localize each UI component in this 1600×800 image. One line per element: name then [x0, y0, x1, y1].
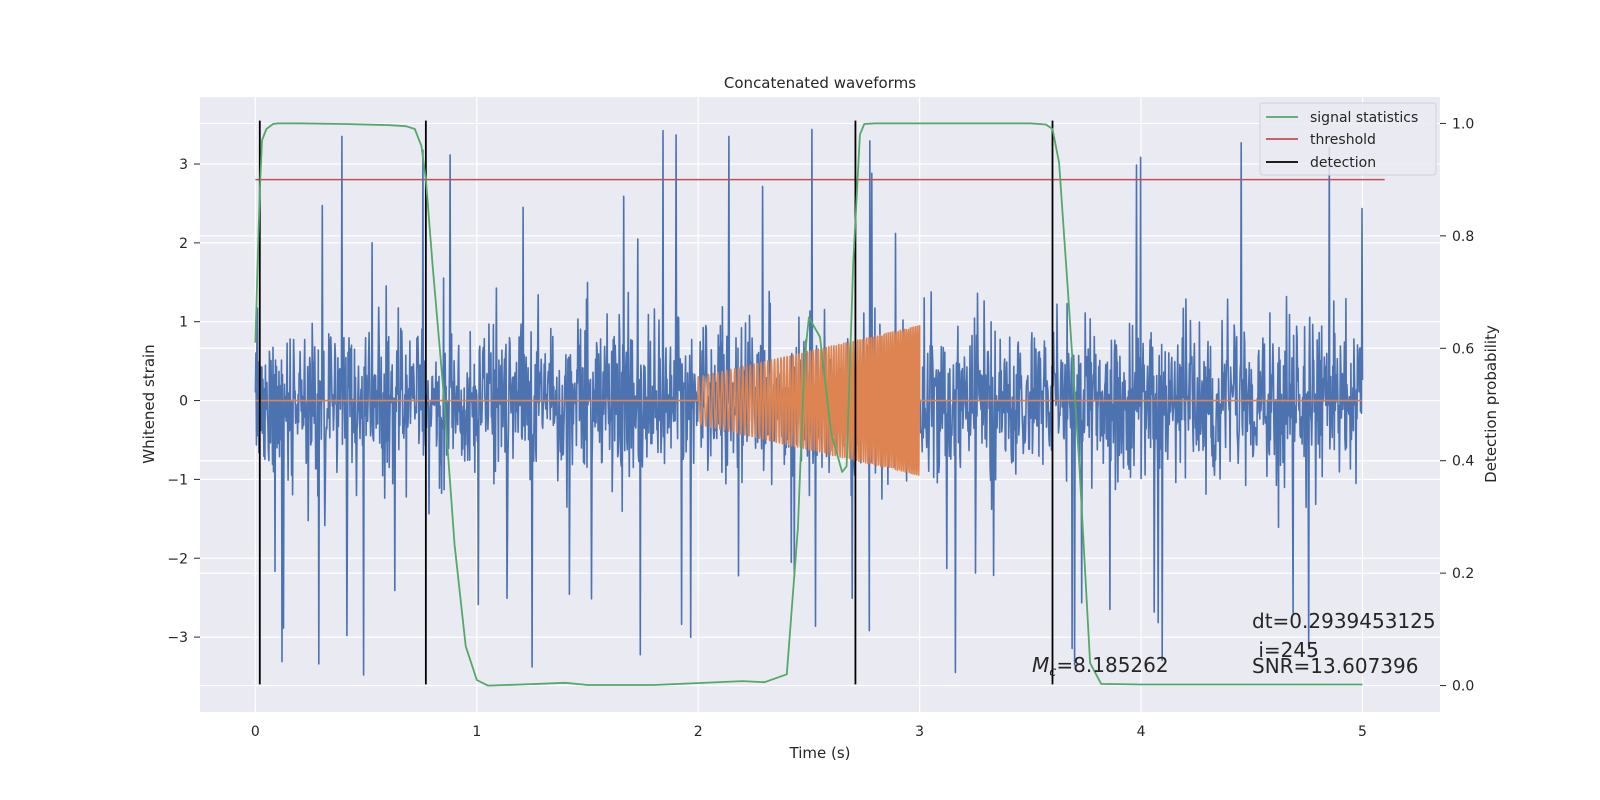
legend-box [1259, 102, 1437, 176]
y-tick-label: 1 [179, 315, 188, 331]
y2-tick-label: 0.0 [1452, 679, 1474, 695]
y2-tick-label: 0.2 [1452, 566, 1474, 582]
y-tick-label: −2 [167, 551, 188, 567]
annotation-mc-symbol: M [1032, 653, 1049, 677]
x-tick-label: 0 [251, 724, 260, 740]
y-tick-label: −3 [167, 630, 188, 646]
signal-statistics-line [254, 122, 1363, 687]
chart-title: Concatenated waveforms [724, 74, 916, 92]
series-layer [254, 120, 1385, 687]
y-tick-label: 3 [179, 157, 188, 173]
y-tick-label: 2 [179, 236, 188, 252]
legend-label-signal-statistics: signal statistics [1310, 110, 1418, 126]
y2-tick-label: 0.8 [1452, 229, 1474, 245]
x-tick-label: 2 [694, 724, 703, 740]
y-tick-label: −1 [167, 472, 188, 488]
y2-axis-label: Detection probability [1482, 325, 1500, 483]
annotation-i: i=245 [1252, 638, 1319, 662]
legend: signal statistics threshold detection [1259, 102, 1437, 176]
y2-tick-label: 0.6 [1452, 341, 1474, 357]
template-series-line [255, 324, 1363, 476]
annotations: Mc=8.185262 dt=0.2939453125 i=245 SNR=13… [1032, 609, 1436, 680]
legend-label-threshold: threshold [1310, 132, 1376, 148]
y2-tick-label: 0.4 [1452, 454, 1474, 470]
annotation-snr: SNR=13.607396 [1252, 654, 1418, 678]
y-axis-label: Whitened strain [140, 344, 158, 463]
annotation-mc-subscript: c [1049, 665, 1056, 680]
legend-label-detection: detection [1310, 155, 1376, 171]
x-tick-label: 3 [915, 724, 924, 740]
y-tick-label: 0 [179, 394, 188, 410]
y2-tick-label: 1.0 [1452, 116, 1474, 132]
x-tick-label: 4 [1137, 724, 1146, 740]
annotation-dt: dt=0.2939453125 [1252, 609, 1436, 633]
x-tick-label: 1 [472, 724, 481, 740]
x-axis-label: Time (s) [789, 744, 851, 762]
x-tick-label: 5 [1358, 724, 1367, 740]
axis-ticks: 0 1 2 3 4 5 −3 −2 −1 0 1 2 3 0.0 0.2 0.4 0.6 0.8 1.0 [167, 116, 1474, 740]
annotation-mc-value: =8.185262 [1056, 653, 1168, 677]
annotation-mc: Mc=8.185262 [1032, 653, 1169, 680]
